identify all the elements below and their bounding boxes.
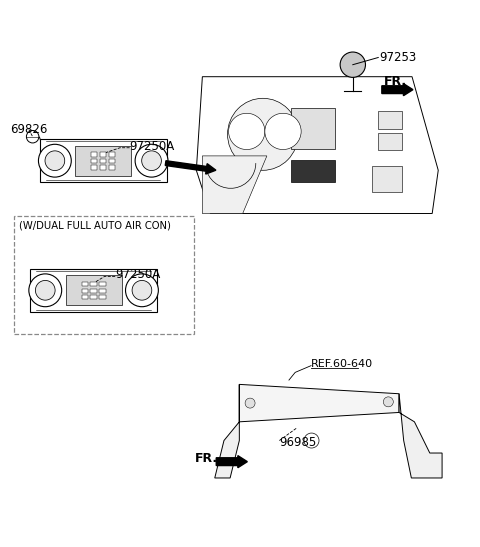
Bar <box>82 289 88 293</box>
Bar <box>378 133 402 150</box>
Text: FR.: FR. <box>195 452 218 465</box>
Circle shape <box>245 398 255 408</box>
Bar <box>91 159 97 164</box>
Circle shape <box>126 274 158 307</box>
Bar <box>91 153 97 157</box>
Bar <box>91 165 97 170</box>
Polygon shape <box>203 156 267 213</box>
Circle shape <box>142 151 161 171</box>
FancyArrow shape <box>382 84 413 96</box>
Text: (W/DUAL FULL AUTO AIR CON): (W/DUAL FULL AUTO AIR CON) <box>19 220 171 230</box>
Bar <box>372 166 402 192</box>
Bar <box>99 282 106 287</box>
Polygon shape <box>215 385 240 478</box>
Bar <box>14 216 194 334</box>
Bar <box>90 282 97 287</box>
Polygon shape <box>196 77 438 213</box>
FancyArrow shape <box>165 161 216 174</box>
Bar <box>291 108 336 149</box>
Bar <box>39 139 167 182</box>
Circle shape <box>304 433 319 448</box>
Bar <box>90 289 97 293</box>
Circle shape <box>29 274 61 307</box>
Ellipse shape <box>228 98 298 170</box>
Bar <box>75 146 131 176</box>
Text: FR.: FR. <box>384 75 407 88</box>
Circle shape <box>36 281 55 300</box>
Bar <box>378 111 402 129</box>
Bar <box>291 160 336 182</box>
Bar <box>82 295 88 299</box>
Bar <box>30 269 157 312</box>
Bar <box>100 153 107 157</box>
Circle shape <box>228 113 265 149</box>
Circle shape <box>132 281 152 300</box>
Bar <box>109 159 115 164</box>
Circle shape <box>38 144 71 177</box>
Polygon shape <box>240 385 399 422</box>
Bar <box>100 165 107 170</box>
Circle shape <box>265 113 301 149</box>
Bar <box>109 153 115 157</box>
Circle shape <box>340 52 365 77</box>
Text: 97250A: 97250A <box>130 140 175 153</box>
Bar <box>99 289 106 293</box>
Text: 69826: 69826 <box>11 123 48 136</box>
Bar <box>99 295 106 299</box>
Circle shape <box>384 397 393 407</box>
FancyArrow shape <box>216 456 247 468</box>
Bar <box>109 165 115 170</box>
Text: 97253: 97253 <box>379 51 417 64</box>
Polygon shape <box>399 394 442 478</box>
Bar <box>66 275 121 305</box>
Bar <box>90 295 97 299</box>
Circle shape <box>45 151 65 171</box>
Bar <box>100 159 107 164</box>
Text: REF.60-640: REF.60-640 <box>311 359 373 369</box>
Circle shape <box>135 144 168 177</box>
Text: 97250A: 97250A <box>115 268 160 281</box>
Text: 96985: 96985 <box>279 436 317 449</box>
Bar <box>82 282 88 287</box>
Circle shape <box>26 131 39 143</box>
